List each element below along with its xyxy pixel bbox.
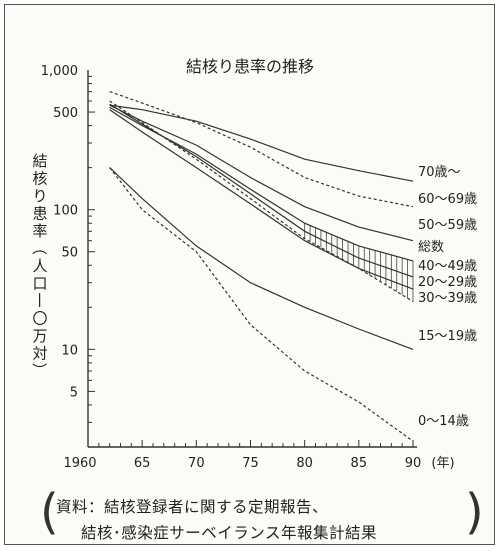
y-tick-label: 10	[61, 343, 78, 358]
y-label-char: 一	[30, 292, 48, 307]
y-label-char: （	[30, 240, 48, 255]
series-label: 70歳～	[418, 165, 461, 180]
y-label-char: 率	[32, 222, 47, 240]
series-label: 0～14歳	[418, 414, 469, 429]
series-label: 40～49歳	[418, 259, 477, 274]
series-label: 30～39歳	[418, 291, 477, 306]
chart-title: 結核り患率の推移	[186, 57, 314, 76]
series-line	[109, 104, 414, 182]
source-close-paren: )	[465, 484, 484, 540]
y-label-char: 万	[32, 327, 47, 345]
x-tick-label: 65	[134, 456, 151, 471]
series-lines	[109, 91, 414, 442]
y-label-char: 〇	[32, 310, 47, 328]
x-tick-label: 1960	[63, 456, 96, 471]
y-label-char: 対	[32, 345, 47, 363]
x-tick-label: 80	[296, 456, 313, 471]
y-tick-label: 500	[53, 106, 78, 121]
source-open-paren: (	[40, 484, 59, 540]
source-line-1: 資料：結核登録者に関する定期報告、	[56, 498, 329, 516]
y-tick-label: 1,000	[41, 64, 78, 79]
x-tick-label: 90	[405, 456, 422, 471]
y-label-char: 結	[32, 152, 47, 170]
y-tick-label: 5	[70, 385, 78, 400]
source-line-2: 結核･感染症サーベイランス年報集計結果	[81, 524, 377, 542]
series-label: 20～29歳	[418, 275, 477, 290]
series-line	[109, 91, 414, 208]
series-line	[109, 106, 414, 262]
series-line	[109, 103, 414, 278]
x-tick-label: 85	[351, 456, 368, 471]
series-line	[109, 167, 414, 442]
series-label: 総数	[418, 240, 444, 255]
series-line	[109, 104, 414, 242]
source-note: 資料：結核登録者に関する定期報告、 結核･感染症サーベイランス年報集計結果	[56, 494, 377, 546]
series-label: 60～69歳	[418, 192, 477, 207]
y-label-char: 患	[32, 205, 47, 223]
y-label-char: ）	[30, 362, 48, 377]
series-line	[109, 109, 414, 290]
series-line	[109, 100, 414, 303]
y-label-char: 核	[32, 170, 47, 188]
shaded-band	[304, 223, 414, 302]
y-tick-label: 100	[53, 204, 78, 219]
series-label: 50～59歳	[418, 218, 477, 233]
x-tick-label: 70	[188, 456, 205, 471]
x-tick-label: 75	[242, 456, 259, 471]
y-label-char: 口	[32, 275, 47, 293]
axes: 1,000 500 100 50 10 5 1960 65 70 75 80 85 90 (年)	[41, 64, 455, 471]
y-tick-label: 50	[61, 246, 78, 261]
series-label: 15～19歳	[418, 329, 477, 344]
series-line	[109, 167, 414, 350]
x-unit-label: (年)	[431, 456, 454, 471]
y-label-char: り	[32, 187, 47, 205]
y-label-char: 人	[32, 257, 47, 275]
